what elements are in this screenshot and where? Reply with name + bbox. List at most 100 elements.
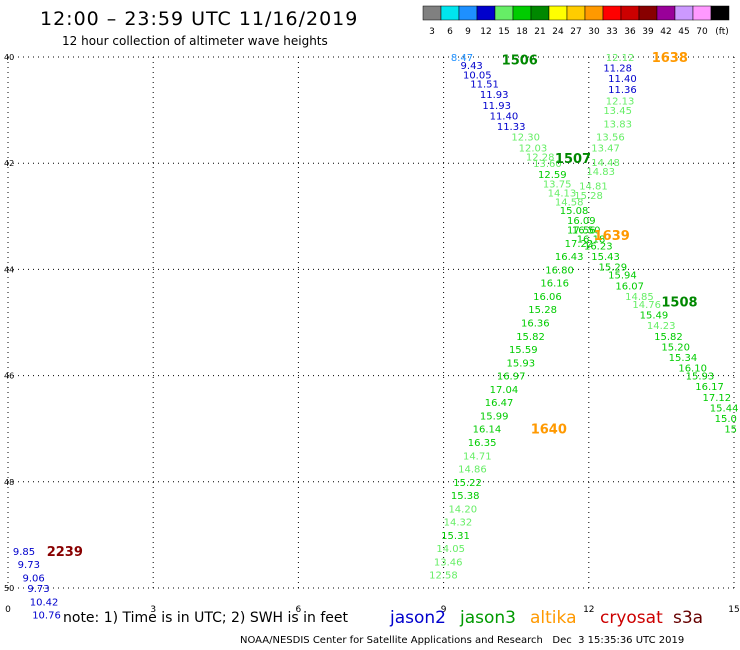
color-scale-label: 42 xyxy=(660,27,671,37)
color-scale-label: 30 xyxy=(588,27,600,37)
pass-number-label: 1508 xyxy=(661,295,697,310)
pass-number-label: 1638 xyxy=(652,51,688,66)
color-scale-label: 15 xyxy=(498,27,509,37)
wave-height-value: 14.05 xyxy=(436,544,465,555)
y-tick-label: 48 xyxy=(4,478,14,487)
color-scale-legend: 3 6 9 12 15 18 21 24 27 30 33 36 39 42 45 70 (ft) xyxy=(422,5,730,37)
y-tick-label: 42 xyxy=(4,159,14,168)
wave-height-value: 16.50 xyxy=(572,226,601,237)
wave-height-value: 15.94 xyxy=(608,271,637,282)
wave-height-value: 15.0 xyxy=(715,414,737,425)
x-tick-label: 12 xyxy=(583,605,594,615)
wave-height-value: 16.16 xyxy=(540,279,569,290)
wave-height-value: 16.10 xyxy=(678,364,707,375)
wave-height-value: 16.09 xyxy=(567,216,596,227)
wave-height-value: 15.43 xyxy=(591,252,620,263)
wave-height-value: 11.33 xyxy=(497,122,526,133)
footer-note: note: 1) Time is in UTC; 2) SWH is in fe… xyxy=(63,610,349,626)
color-scale-label: 70 xyxy=(696,27,708,37)
wave-height-value: 14.20 xyxy=(448,504,477,515)
wave-height-value: 15.08 xyxy=(560,206,589,217)
wave-height-value: 13.46 xyxy=(434,557,463,568)
wave-height-plot: 0 3 6 9 12 154042444648508.479.4310.0511.5111… xyxy=(4,51,740,620)
wave-height-value: 10.42 xyxy=(30,597,59,608)
color-scale-label: 39 xyxy=(642,27,654,37)
pass-number-label: 1507 xyxy=(555,152,591,167)
satellite-legend-s3a: s3a xyxy=(673,608,704,628)
color-scale-label: 33 xyxy=(606,27,617,37)
wave-height-value: 15.44 xyxy=(710,403,739,414)
pass-number-label: 1640 xyxy=(531,423,567,438)
wave-height-value: 15.29 xyxy=(598,263,627,274)
color-scale-label: 27 xyxy=(570,27,581,37)
satellite-legend-jason3: jason3 xyxy=(460,608,516,628)
y-tick-label: 44 xyxy=(4,265,14,274)
wave-height-value: 17.04 xyxy=(490,385,519,396)
wave-height-value: 14.13 xyxy=(548,188,577,199)
wave-height-value: 16.14 xyxy=(473,425,502,436)
wave-height-value: 13.47 xyxy=(591,143,620,154)
wave-height-value: 15.28 xyxy=(528,305,557,316)
wave-height-value: 14.23 xyxy=(647,321,676,332)
wave-height-value: 12.59 xyxy=(538,170,567,181)
y-tick-label: 50 xyxy=(4,584,14,593)
credit-line: NOAA/NESDIS Center for Satellite Applica… xyxy=(240,635,685,646)
x-tick-label: 6 xyxy=(296,605,302,615)
color-scale-label: 12 xyxy=(480,27,491,37)
satellite-legend-jason2: jason2 xyxy=(390,608,446,628)
wave-height-value: 11.40 xyxy=(608,74,637,85)
wave-height-value: 16.23 xyxy=(584,242,613,253)
wave-height-value: 11.40 xyxy=(490,111,519,122)
wave-height-value: 12.30 xyxy=(511,133,540,144)
wave-height-value: 16.80 xyxy=(545,265,574,276)
wave-height-value: 15.34 xyxy=(669,353,698,364)
color-scale-label: 45 xyxy=(678,27,689,37)
wave-height-value: 16.07 xyxy=(615,281,644,292)
wave-height-value: 16.97 xyxy=(497,372,526,383)
wave-height-value: 15.82 xyxy=(516,332,545,343)
wave-height-value: 10.05 xyxy=(463,71,492,82)
wave-height-value: 12.58 xyxy=(429,571,458,582)
color-scale-swatch xyxy=(710,5,730,21)
pass-number-label: 1639 xyxy=(594,229,630,244)
wave-height-value: 9.43 xyxy=(461,61,483,72)
wave-height-value: 15.49 xyxy=(640,311,669,322)
color-scale-label: (ft) xyxy=(715,27,729,37)
wave-height-value: 14.81 xyxy=(579,182,608,193)
wave-height-value: 14.76 xyxy=(632,300,661,311)
wave-height-value: 13.45 xyxy=(603,106,632,117)
chart-title: 12:00 – 23:59 UTC 11/16/2019 xyxy=(40,8,359,30)
color-scale-label: 3 xyxy=(429,27,435,37)
pass-number-label: 2239 xyxy=(47,545,83,560)
color-scale-label: 21 xyxy=(534,27,545,37)
wave-height-value: 14.83 xyxy=(586,167,615,178)
wave-height-value: 15 xyxy=(724,425,737,436)
wave-height-value: 12.13 xyxy=(606,97,635,108)
wave-height-value: 11.93 xyxy=(482,101,511,112)
wave-height-value: 15.82 xyxy=(654,332,683,343)
wave-height-value: 15.38 xyxy=(451,491,480,502)
wave-height-value: 16.06 xyxy=(533,292,562,303)
wave-height-value: 13.56 xyxy=(596,133,625,144)
wave-height-value: 15.93 xyxy=(686,372,715,383)
color-scale-label: 24 xyxy=(552,27,564,37)
wave-height-value: 9.73 xyxy=(18,560,40,571)
wave-height-value: 16.18 xyxy=(577,235,606,246)
color-scale-label: 18 xyxy=(516,27,528,37)
chart-subtitle: 12 hour collection of altimeter wave hei… xyxy=(62,34,328,48)
wave-height-value: 10.76 xyxy=(32,611,61,620)
x-tick-label: 9 xyxy=(441,605,447,615)
wave-height-value: 15.93 xyxy=(507,358,536,369)
wave-height-value: 13.60 xyxy=(533,159,562,170)
wave-height-value: 11.28 xyxy=(603,64,632,75)
color-scale-label: 6 xyxy=(447,27,453,37)
x-tick-label: 3 xyxy=(150,605,156,615)
wave-height-value: 13.75 xyxy=(543,179,572,190)
wave-height-value: 12.12 xyxy=(606,53,635,64)
wave-height-value: 12.03 xyxy=(519,143,548,154)
x-tick-label: 15 xyxy=(728,605,739,615)
wave-height-value: 12.28 xyxy=(526,152,555,163)
satellite-legend-cryosat: cryosat xyxy=(600,608,663,628)
wave-height-value: 14.58 xyxy=(555,197,584,208)
